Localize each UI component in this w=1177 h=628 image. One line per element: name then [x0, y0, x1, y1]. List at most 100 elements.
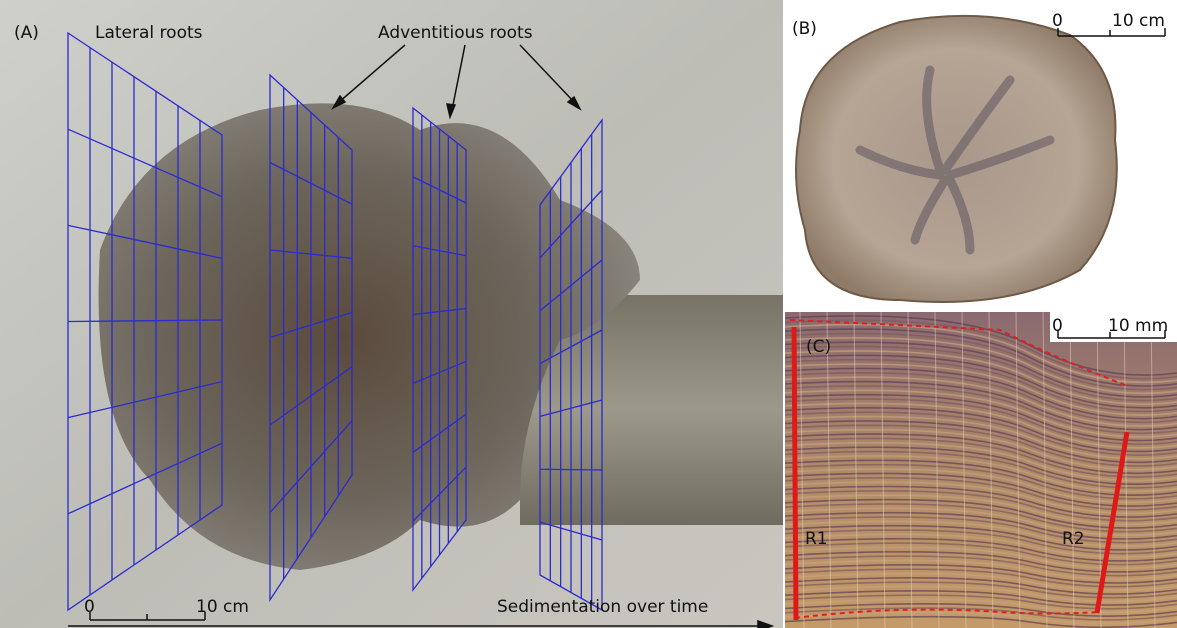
ring	[784, 607, 1177, 621]
plane-line	[67, 128, 223, 198]
ring	[784, 537, 1177, 562]
ring	[784, 472, 1177, 507]
ring	[784, 577, 1177, 595]
ring	[784, 367, 1177, 420]
ray	[1150, 311, 1156, 628]
ray	[1042, 311, 1048, 628]
plane-line	[269, 161, 353, 205]
panel-label: (C)	[806, 337, 831, 357]
axis-label: Sedimentation over time	[497, 597, 708, 617]
ring	[784, 455, 1177, 493]
ring	[784, 442, 1177, 482]
ray	[1096, 311, 1102, 628]
ring	[784, 542, 1177, 566]
ring	[784, 358, 1177, 413]
ring	[784, 494, 1177, 526]
ray	[826, 311, 832, 628]
plane-line	[412, 466, 467, 522]
ring	[784, 428, 1177, 471]
ring	[784, 568, 1177, 588]
ring-boundary	[794, 608, 1101, 619]
ray	[799, 311, 805, 628]
ring	[784, 524, 1177, 551]
ring	[784, 450, 1177, 489]
ring	[784, 424, 1177, 467]
plane-line	[539, 399, 603, 418]
ring-boundary	[789, 319, 1126, 386]
plane-line	[412, 307, 467, 316]
ring	[784, 598, 1177, 614]
plane-line	[67, 319, 223, 323]
ring	[784, 498, 1177, 529]
ring	[784, 533, 1177, 559]
plane-line	[412, 176, 467, 204]
ring	[784, 485, 1177, 518]
growth-rings	[784, 311, 1177, 628]
scale-box	[1050, 312, 1177, 342]
plane-line	[67, 442, 223, 515]
ring	[784, 490, 1177, 522]
annotation: Lateral roots	[95, 23, 203, 43]
annotation: Adventitious roots	[378, 23, 533, 43]
ring	[784, 363, 1177, 416]
ring	[784, 572, 1177, 592]
panel-label: (B)	[792, 19, 817, 39]
ray	[934, 311, 940, 628]
plane-line	[539, 329, 603, 365]
scale-bars	[89, 28, 1166, 621]
plane-line	[539, 468, 603, 471]
ring	[784, 345, 1177, 402]
ray	[961, 311, 967, 628]
ring	[784, 550, 1177, 573]
ring	[784, 520, 1177, 548]
scale-end: 10 cm	[1112, 11, 1165, 31]
ring	[784, 615, 1177, 628]
panel-label: (A)	[14, 23, 39, 43]
ring	[784, 602, 1177, 617]
plane-line	[412, 413, 467, 453]
ring	[784, 446, 1177, 486]
ring	[784, 516, 1177, 544]
disk-rays	[855, 65, 1055, 255]
ring	[784, 437, 1177, 478]
scale-end: 10 cm	[196, 597, 249, 617]
ring	[784, 354, 1177, 409]
ring	[784, 590, 1177, 606]
ring	[784, 350, 1177, 405]
ring	[784, 481, 1177, 515]
ray	[907, 311, 913, 628]
ray	[1015, 311, 1021, 628]
scale-start: 0	[1052, 11, 1063, 31]
ring	[784, 459, 1177, 496]
plane-line	[67, 381, 223, 419]
plane-line	[269, 366, 353, 426]
perspective-planes	[67, 31, 603, 612]
plane-line	[269, 420, 353, 513]
scale-start: 0	[1052, 316, 1063, 336]
plane-line	[269, 311, 353, 339]
radius-label: R1	[805, 529, 828, 549]
arrows	[68, 44, 775, 628]
plane-line	[269, 249, 353, 259]
ring	[784, 611, 1177, 625]
ring	[784, 372, 1177, 424]
ring	[784, 503, 1177, 533]
ray	[853, 311, 859, 628]
radius-r2	[1094, 431, 1130, 614]
radius-label: R2	[1062, 529, 1085, 549]
ring	[784, 468, 1177, 504]
ring	[784, 585, 1177, 603]
ring	[784, 463, 1177, 500]
plane-line	[539, 521, 603, 541]
root-stump	[98, 103, 641, 570]
ray	[988, 311, 994, 628]
ring	[784, 594, 1177, 610]
plane-line	[539, 189, 603, 259]
plane-line	[412, 360, 467, 385]
ray	[1123, 311, 1129, 628]
ring	[784, 433, 1177, 475]
plane-line	[539, 259, 603, 312]
ring	[784, 341, 1177, 398]
plane-line	[412, 245, 467, 257]
